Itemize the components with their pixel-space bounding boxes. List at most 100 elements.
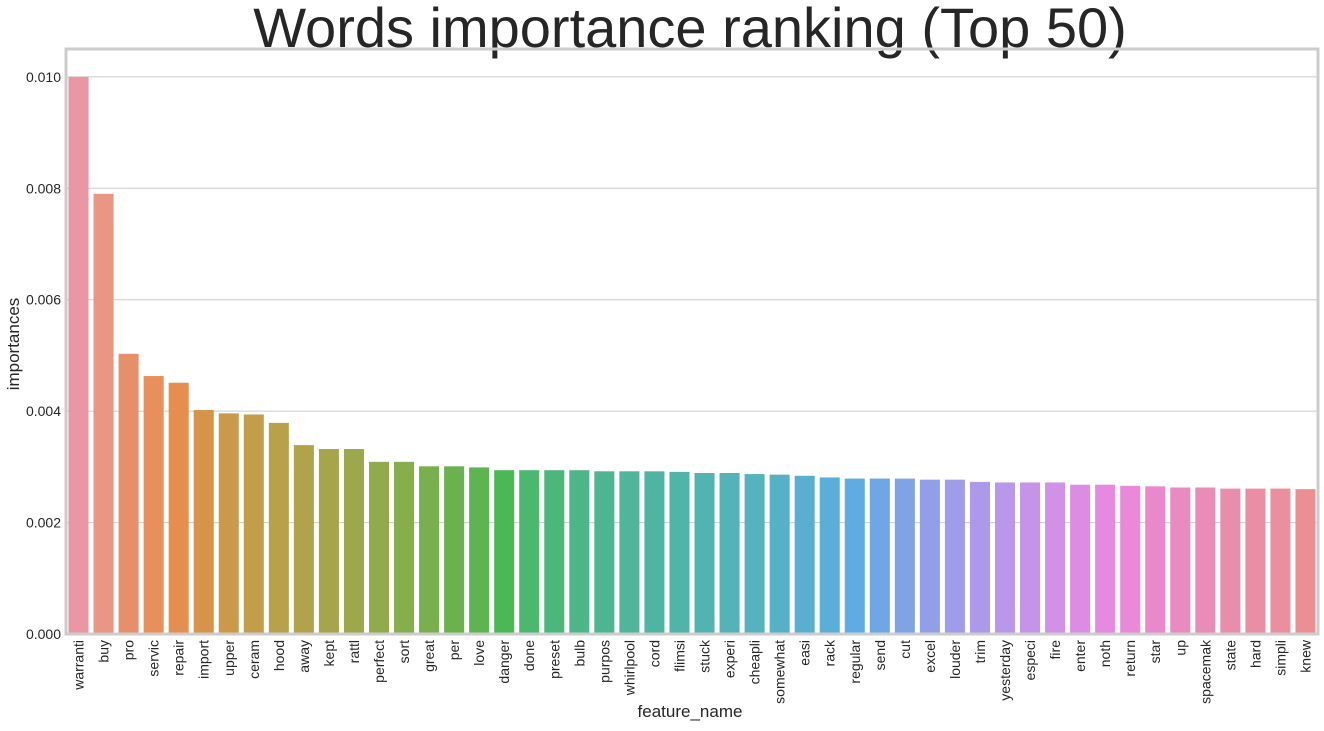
- y-tick-label: 0.010: [26, 69, 61, 85]
- bar-flimsi: [669, 471, 690, 634]
- x-tick-label: great: [421, 640, 437, 672]
- bar-trim: [969, 481, 990, 634]
- x-tick-label: noth: [1097, 640, 1113, 667]
- bar-spacemak: [1195, 487, 1216, 634]
- bar-purpos: [594, 471, 615, 634]
- bar-especi: [1020, 482, 1041, 634]
- y-tick-labels: 0.000 0.002 0.004 0.006 0.008 0.010: [26, 69, 61, 642]
- x-tick-label: somewhat: [772, 640, 788, 704]
- bar-ceram: [243, 414, 264, 634]
- x-tick-label: send: [872, 640, 888, 670]
- x-tick-label: sort: [396, 640, 412, 663]
- bar-return: [1120, 485, 1141, 634]
- bar-done: [519, 470, 540, 634]
- bar-rattl: [343, 449, 364, 634]
- x-tick-labels: warranti buy pro servic repair import upper cer…: [71, 639, 1314, 704]
- bar-buy: [93, 193, 114, 634]
- bar-regular: [844, 478, 865, 634]
- bar-knew: [1295, 489, 1316, 634]
- bar-love: [469, 467, 490, 634]
- x-tick-label: pro: [121, 640, 137, 660]
- x-tick-label: servic: [146, 640, 162, 677]
- x-tick-label: rattl: [346, 640, 362, 663]
- x-tick-label: stuck: [697, 639, 713, 673]
- bar-repair: [168, 382, 189, 634]
- bars: [68, 76, 1316, 635]
- x-tick-label: knew: [1297, 639, 1313, 673]
- x-tick-label: upper: [221, 640, 237, 676]
- bar-star: [1145, 486, 1166, 634]
- bar-bulb: [569, 470, 590, 634]
- x-tick-label: cut: [897, 640, 913, 659]
- x-tick-label: done: [521, 640, 537, 671]
- x-tick-label: yesterday: [997, 640, 1013, 701]
- bar-warranti: [68, 76, 89, 635]
- bar-perfect: [368, 461, 390, 634]
- x-tick-label: return: [1122, 640, 1138, 677]
- plot-frame: [64, 47, 1320, 636]
- x-tick-label: buy: [96, 640, 112, 663]
- bar-up: [1170, 487, 1191, 634]
- bar-hard: [1245, 488, 1266, 634]
- x-tick-label: per: [446, 640, 462, 661]
- x-tick-label: bulb: [571, 640, 587, 667]
- x-tick-label: experi: [722, 640, 738, 678]
- x-tick-label: state: [1222, 640, 1238, 671]
- bar-kept: [318, 449, 339, 634]
- bar-noth: [1095, 484, 1116, 634]
- x-tick-label: louder: [947, 640, 963, 679]
- x-tick-label: cord: [646, 640, 662, 667]
- bar-easi: [794, 475, 815, 634]
- x-tick-label: cheapli: [747, 640, 763, 684]
- x-tick-label: up: [1172, 640, 1188, 656]
- x-tick-label: whirlpool: [621, 640, 637, 696]
- x-tick-label: excel: [922, 640, 938, 673]
- x-tick-label: ceram: [246, 640, 262, 679]
- x-tick-label: warranti: [71, 640, 87, 691]
- y-tick-label: 0.008: [26, 180, 61, 196]
- bar-simpli: [1270, 488, 1291, 634]
- x-tick-label: flimsi: [671, 640, 687, 672]
- bar-excel: [919, 479, 940, 634]
- bar-whirlpool: [619, 471, 640, 634]
- x-tick-label: preset: [546, 640, 562, 679]
- bar-rack: [819, 477, 840, 634]
- y-tick-label: 0.002: [26, 515, 61, 531]
- x-tick-label: especi: [1022, 640, 1038, 680]
- x-tick-label: kept: [321, 640, 337, 667]
- x-tick-label: import: [196, 640, 212, 679]
- x-tick-label: hood: [271, 640, 287, 671]
- bar-send: [869, 478, 890, 634]
- x-tick-label: rack: [822, 639, 838, 666]
- x-tick-label: spacemak: [1197, 639, 1213, 704]
- bar-great: [419, 466, 440, 634]
- y-tick-label: 0.000: [26, 626, 61, 642]
- y-tick-label: 0.004: [26, 403, 61, 419]
- x-tick-label: love: [471, 640, 487, 666]
- bar-experi: [719, 472, 740, 634]
- x-tick-label: purpos: [596, 640, 612, 683]
- bar-cut: [894, 478, 915, 634]
- bar-import: [193, 410, 214, 634]
- bar-away: [293, 445, 314, 634]
- x-tick-label: danger: [496, 640, 512, 684]
- y-axis-label: importances: [4, 298, 23, 391]
- bar-stuck: [694, 472, 715, 634]
- x-tick-label: enter: [1072, 640, 1088, 672]
- bar-louder: [944, 479, 965, 634]
- bar-somewhat: [769, 474, 790, 634]
- x-tick-label: hard: [1247, 640, 1263, 668]
- bar-pro: [118, 353, 139, 634]
- x-tick-label: simpli: [1272, 640, 1288, 676]
- bar-per: [444, 466, 465, 634]
- x-tick-label: repair: [171, 640, 187, 676]
- bar-enter: [1070, 484, 1091, 634]
- x-tick-label: trim: [972, 640, 988, 663]
- bar-upper: [218, 413, 239, 634]
- bar-cord: [644, 471, 665, 634]
- bar-state: [1220, 488, 1241, 634]
- bar-servic: [143, 376, 164, 634]
- x-tick-label: perfect: [371, 640, 387, 683]
